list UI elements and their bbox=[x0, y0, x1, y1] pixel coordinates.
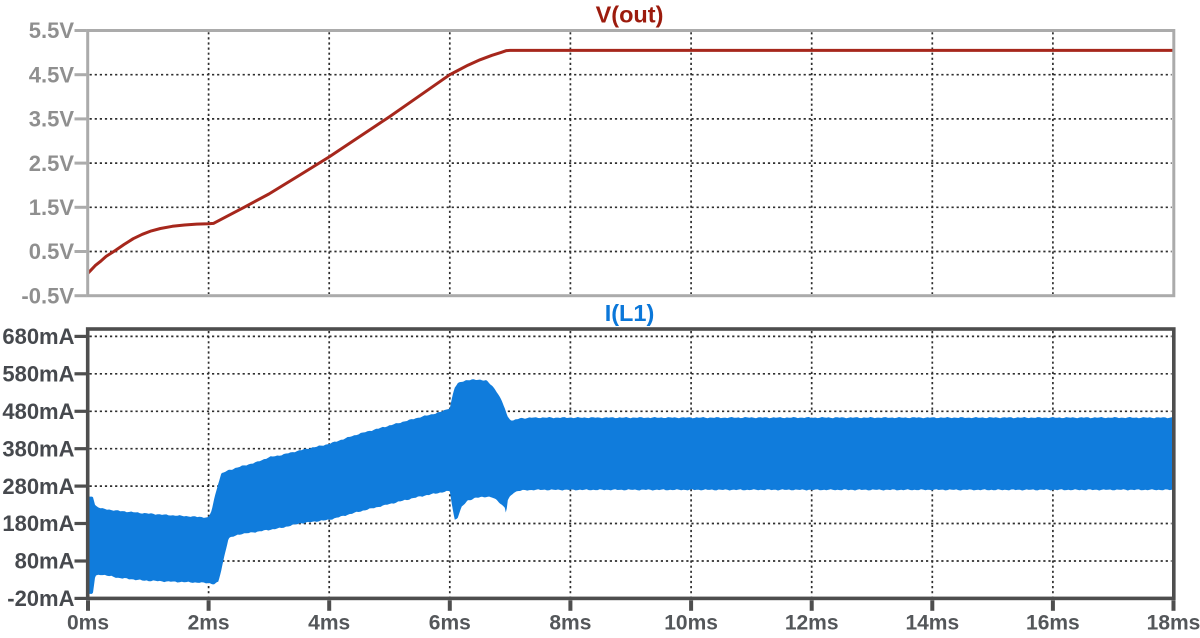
svg-text:580mA: 580mA bbox=[2, 362, 74, 387]
svg-text:280mA: 280mA bbox=[2, 474, 74, 499]
svg-text:18ms: 18ms bbox=[1147, 612, 1200, 635]
svg-text:5.5V: 5.5V bbox=[29, 18, 75, 43]
svg-text:V(out): V(out) bbox=[596, 2, 664, 28]
svg-text:I(L1): I(L1) bbox=[605, 300, 655, 326]
svg-text:16ms: 16ms bbox=[1026, 612, 1080, 635]
svg-text:4.5V: 4.5V bbox=[29, 62, 75, 87]
svg-text:80mA: 80mA bbox=[15, 549, 75, 574]
svg-text:12ms: 12ms bbox=[785, 612, 839, 635]
svg-text:4ms: 4ms bbox=[308, 612, 350, 635]
svg-text:480mA: 480mA bbox=[2, 399, 74, 424]
svg-text:2.5V: 2.5V bbox=[29, 151, 75, 176]
svg-text:14ms: 14ms bbox=[905, 612, 959, 635]
svg-text:680mA: 680mA bbox=[2, 324, 74, 349]
svg-text:6ms: 6ms bbox=[429, 612, 471, 635]
svg-text:3.5V: 3.5V bbox=[29, 107, 75, 132]
svg-text:10ms: 10ms bbox=[664, 612, 718, 635]
svg-text:-20mA: -20mA bbox=[7, 586, 74, 611]
svg-text:0.5V: 0.5V bbox=[29, 239, 75, 264]
svg-text:380mA: 380mA bbox=[2, 436, 74, 461]
svg-text:1.5V: 1.5V bbox=[29, 195, 75, 220]
svg-text:2ms: 2ms bbox=[188, 612, 230, 635]
svg-text:0ms: 0ms bbox=[67, 612, 109, 635]
svg-text:8ms: 8ms bbox=[549, 612, 591, 635]
svg-text:-0.5V: -0.5V bbox=[21, 283, 74, 308]
svg-text:180mA: 180mA bbox=[2, 511, 74, 536]
